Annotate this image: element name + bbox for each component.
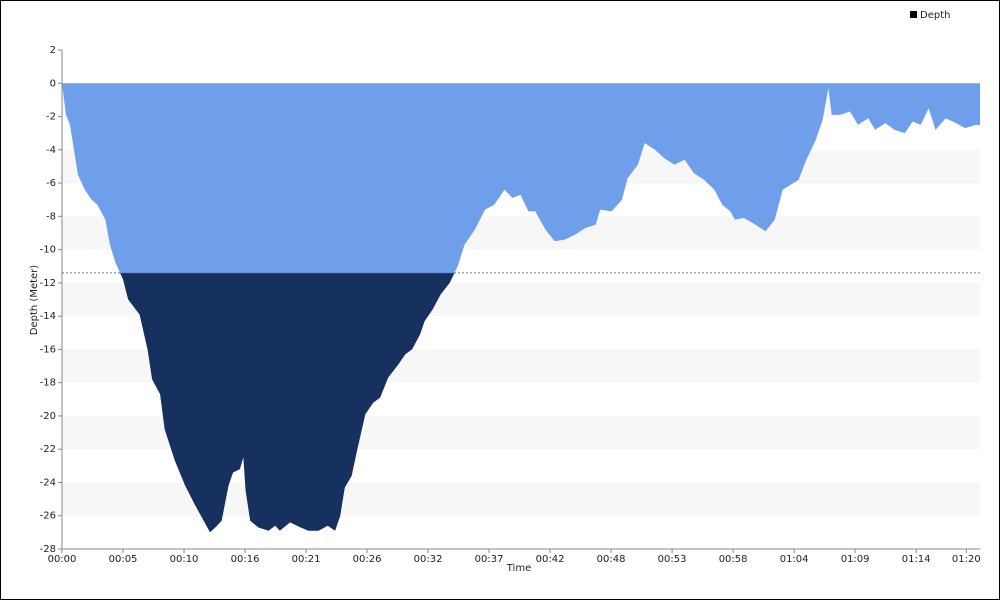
x-axis-title: Time xyxy=(506,563,531,574)
legend-marker xyxy=(910,11,917,18)
x-tick-label: 00:58 xyxy=(719,554,748,565)
y-tick-label: -6 xyxy=(46,178,56,189)
y-tick-label: -24 xyxy=(40,477,56,488)
y-tick-label: -16 xyxy=(40,344,56,355)
y-tick-label: -20 xyxy=(40,411,56,422)
y-tick-label: -22 xyxy=(40,444,56,455)
x-tick-label: 00:32 xyxy=(414,554,443,565)
x-tick-label: 00:10 xyxy=(170,554,199,565)
y-tick-label: -18 xyxy=(40,378,56,389)
y-tick-label: 0 xyxy=(50,78,56,89)
y-tick-label: -26 xyxy=(40,511,56,522)
x-tick-label: 00:53 xyxy=(658,554,687,565)
y-tick-label: -8 xyxy=(46,211,56,222)
y-axis-title: Depth (Meter) xyxy=(29,265,40,336)
x-tick-label: 00:05 xyxy=(109,554,138,565)
y-tick-label: -28 xyxy=(40,544,56,555)
x-tick-label: 00:48 xyxy=(597,554,626,565)
y-tick-label: -14 xyxy=(40,311,56,322)
y-tick-label: 2 xyxy=(50,45,56,56)
legend-label: Depth xyxy=(920,10,950,21)
x-tick-label: 00:16 xyxy=(231,554,260,565)
x-tick-label: 00:21 xyxy=(292,554,321,565)
x-tick-label: 01:20 xyxy=(952,554,981,565)
y-tick-label: -12 xyxy=(40,278,56,289)
area-shallow xyxy=(62,83,980,273)
x-tick-label: 01:09 xyxy=(841,554,870,565)
x-tick-label: 01:04 xyxy=(780,554,809,565)
x-tick-label: 00:37 xyxy=(475,554,504,565)
x-tick-label: 01:14 xyxy=(902,554,931,565)
x-tick-label: 00:26 xyxy=(353,554,382,565)
y-tick-label: -10 xyxy=(40,245,56,256)
x-tick-label: 00:42 xyxy=(536,554,565,565)
area-deep xyxy=(120,272,455,533)
y-tick-label: -2 xyxy=(46,112,56,123)
y-tick-label: -4 xyxy=(46,145,56,156)
x-tick-label: 00:00 xyxy=(48,554,77,565)
